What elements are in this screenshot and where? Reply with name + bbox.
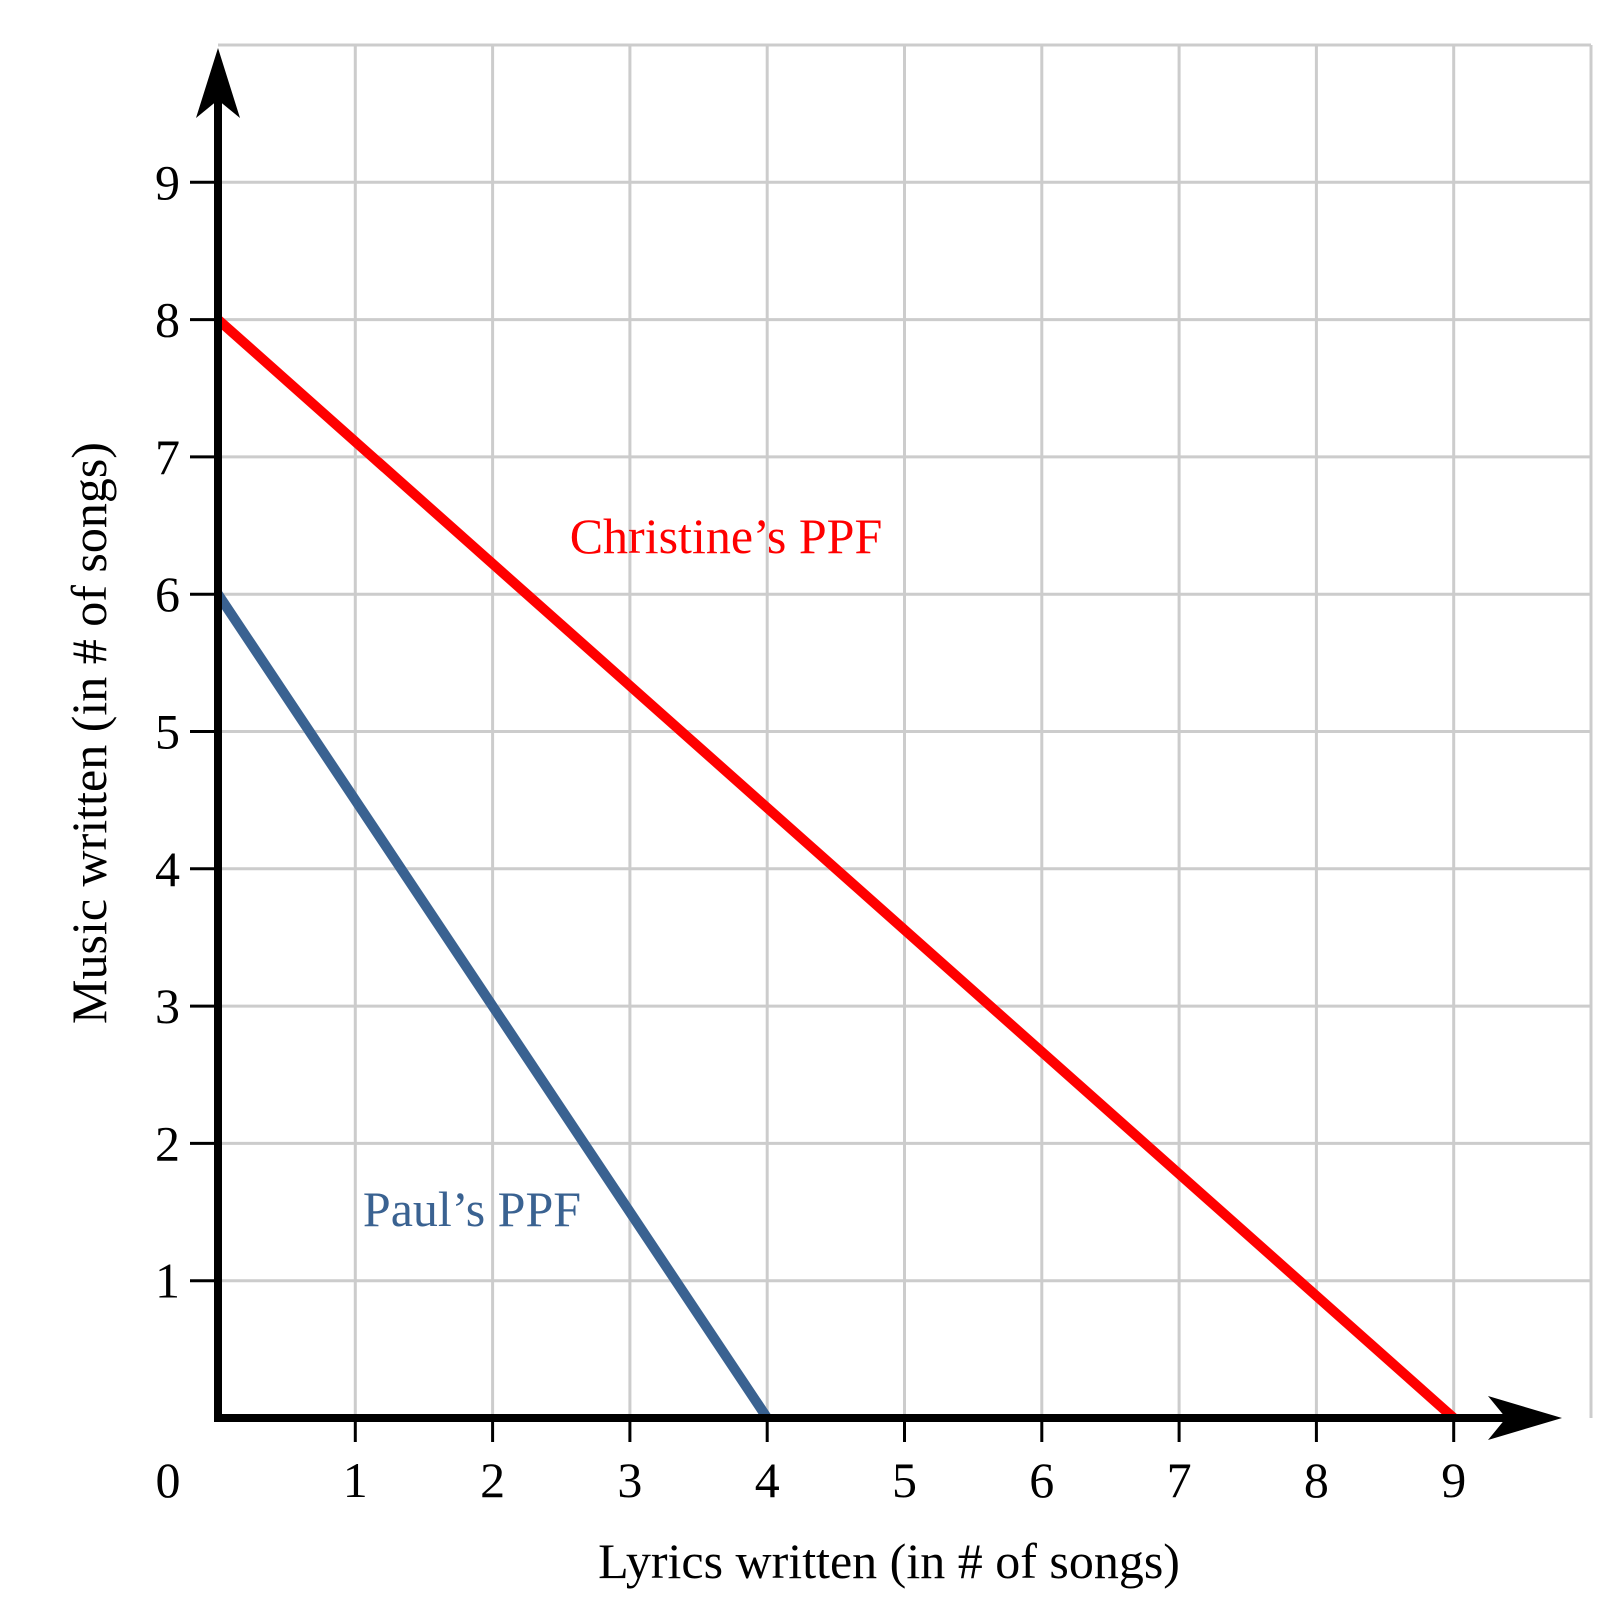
labels: 0 Lyrics written (in # of songs) Music w…	[61, 442, 1180, 1589]
y-tick-label: 6	[155, 566, 180, 622]
grid	[218, 43, 1593, 1418]
axes	[196, 48, 1562, 1440]
y-axis-arrow-icon	[196, 48, 240, 118]
y-axis-title: Music written (in # of songs)	[61, 442, 117, 1024]
y-tick-label: 8	[155, 292, 180, 348]
y-tick-label: 9	[155, 154, 180, 210]
series-layer	[213, 315, 1458, 1422]
y-tick-label: 4	[155, 841, 180, 897]
x-tick-label: 6	[1029, 1452, 1054, 1508]
x-tick-label: 9	[1441, 1452, 1466, 1508]
x-tick-label: 3	[617, 1452, 642, 1508]
y-tick-label: 7	[155, 429, 180, 485]
x-tick-label: 1	[343, 1452, 368, 1508]
series-annotation: Paul’s PPF	[363, 1181, 581, 1237]
x-tick-label: 2	[480, 1452, 505, 1508]
x-axis-arrow-icon	[1488, 1396, 1562, 1440]
y-tick-label: 5	[155, 704, 180, 760]
annotations: Christine’s PPF Paul’s PPF	[363, 508, 882, 1237]
origin-label: 0	[156, 1452, 181, 1508]
x-tick-label: 5	[892, 1452, 917, 1508]
x-tick-label: 8	[1304, 1452, 1329, 1508]
y-tick-label: 1	[155, 1253, 180, 1309]
x-axis-title: Lyrics written (in # of songs)	[598, 1533, 1180, 1589]
y-tick-label: 2	[155, 1115, 180, 1171]
x-tick-label: 4	[755, 1452, 780, 1508]
series-annotation: Christine’s PPF	[570, 508, 883, 564]
ticks: 1 2 3 4 5 6 7 8 9 1 2 3 4 5 6 7 8 9	[155, 154, 1466, 1508]
ppf-line	[213, 591, 772, 1421]
x-tick-label: 7	[1167, 1452, 1192, 1508]
ppf-line	[214, 315, 1458, 1422]
y-tick-label: 3	[155, 978, 180, 1034]
